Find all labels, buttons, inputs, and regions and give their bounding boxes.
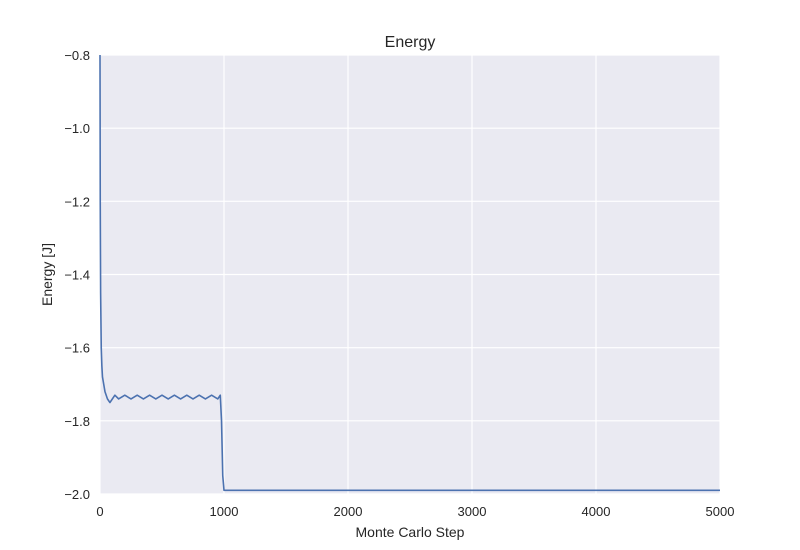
x-tick-label: 1000 <box>210 504 239 519</box>
x-tick-label: 2000 <box>334 504 363 519</box>
series-layer <box>99 54 720 492</box>
y-tick-label: −1.8 <box>64 414 90 429</box>
y-tick-label: −1.2 <box>64 194 90 209</box>
y-axis-label: Energy [J] <box>39 243 55 306</box>
x-axis-label: Monte Carlo Step <box>356 524 465 540</box>
grid <box>99 54 721 495</box>
x-axis: 0 1000 2000 3000 4000 5000 <box>96 504 734 519</box>
y-tick-label: −2.0 <box>64 487 90 502</box>
x-tick-label: 3000 <box>458 504 487 519</box>
x-tick-label: 4000 <box>582 504 611 519</box>
energy-series-line <box>99 54 720 492</box>
y-tick-label: −1.6 <box>64 341 90 356</box>
x-tick-label: 5000 <box>706 504 735 519</box>
y-tick-label: −0.8 <box>64 48 90 63</box>
y-axis: −2.0 −1.8 −1.6 −1.4 −1.2 −1.0 −0.8 <box>64 48 90 502</box>
chart-title: Energy <box>385 34 436 51</box>
x-tick-label: 0 <box>96 504 103 519</box>
y-tick-label: −1.4 <box>64 268 90 283</box>
y-tick-label: −1.0 <box>64 121 90 136</box>
